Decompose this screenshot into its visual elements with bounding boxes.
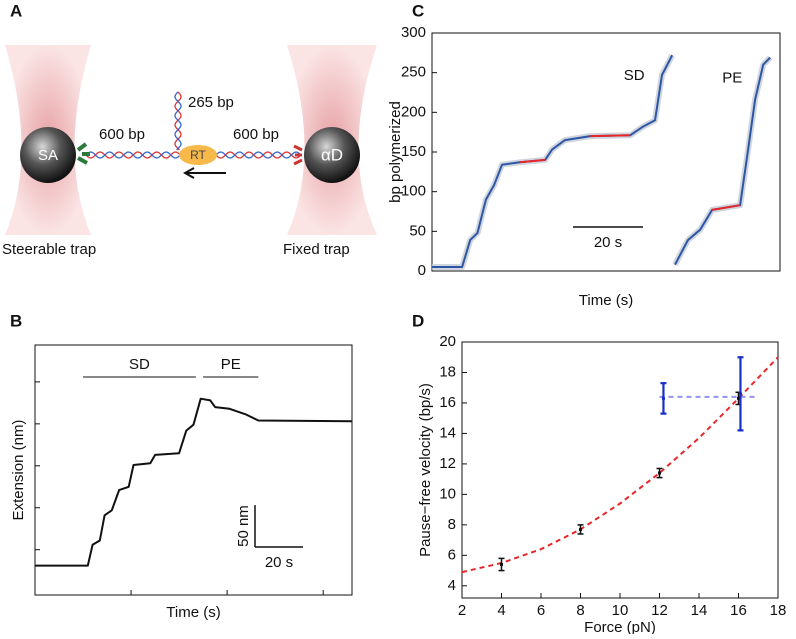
dna [85,91,301,159]
x-tick-label: 6 [537,602,545,619]
panel-label: B [10,311,22,330]
panel-label: C [412,1,424,20]
y-tick-label: 4 [448,577,456,594]
y-tick-label: 14 [439,424,456,441]
scale-label: 20 s [265,554,293,571]
y-tick-label: 12 [439,455,456,472]
y-tick-label: 150 [401,143,426,160]
y-tick-label: 8 [448,516,456,533]
dna-label: 265 bp [188,94,234,111]
y-tick-label: 50 [409,222,426,239]
fit-line [461,356,779,574]
enzyme-label: RT [190,148,206,162]
series-label: SD [624,67,645,84]
trap-label: Fixed trap [283,241,350,258]
y-tick-label: 20 [439,333,456,350]
y-axis-label: bp polymerized [387,101,404,203]
scale-label: 20 s [594,234,622,251]
left-bead [20,127,76,183]
dna-strand [174,91,182,151]
trace [35,397,353,567]
trace [432,54,674,268]
dna-label: 600 bp [233,126,279,143]
x-axis-label: Time (s) [166,604,220,621]
point [579,527,582,531]
direction-arrow [182,167,226,179]
y-tick-label: 250 [401,64,426,81]
scale-label: 50 nm [235,505,252,547]
x-axis-label: Time (s) [579,292,633,309]
antibody [293,144,303,166]
x-tick-label: 8 [576,602,584,619]
diagram: A SA αD 600 bp 265 bp 600 bp RT Steerabl… [2,1,377,258]
y-axis-label: Pause−free velocity (bp/s) [417,383,434,557]
trace [519,134,741,211]
dna-strand [215,151,301,159]
dna-label: 600 bp [99,126,145,143]
x-axis-label: Force (pN) [584,619,656,634]
trap-label: Steerable trap [2,241,96,258]
noise-band [672,55,773,267]
streptavidin [76,142,90,165]
point [737,396,740,400]
y-tick-label: 300 [401,24,426,41]
x-tick-label: 2 [458,602,466,619]
panel-label: D [412,311,424,330]
y-tick-label: 10 [439,485,456,502]
x-tick-label: 18 [770,602,787,619]
point [658,471,661,475]
y-axis-label: Extension (nm) [10,420,27,521]
y-tick-label: 16 [439,394,456,411]
series-label: PE [722,70,742,87]
y-tick-label: 18 [439,363,456,380]
bead-label: SA [38,147,58,164]
panel-label: A [10,1,22,20]
point [661,396,665,400]
enzyme [179,145,217,165]
noise-band [432,53,675,270]
y-tick-label: 6 [448,546,456,563]
bead-label: αD [321,145,343,164]
segment-label: PE [221,356,241,373]
plot-frame [34,344,353,596]
x-tick-label: 16 [730,602,747,619]
y-tick-label: 0 [418,262,426,279]
right-bead [304,127,360,183]
point [738,392,742,396]
x-tick-label: 14 [691,602,708,619]
x-tick-label: 10 [612,602,629,619]
y-tick-label: 200 [401,103,426,120]
dna-strand [85,151,181,159]
x-tick-label: 4 [497,602,505,619]
y-tick-label: 100 [401,183,426,200]
segment-label: SD [129,356,150,373]
x-tick-label: 12 [651,602,668,619]
point [500,562,503,566]
dna-strand [215,151,301,159]
